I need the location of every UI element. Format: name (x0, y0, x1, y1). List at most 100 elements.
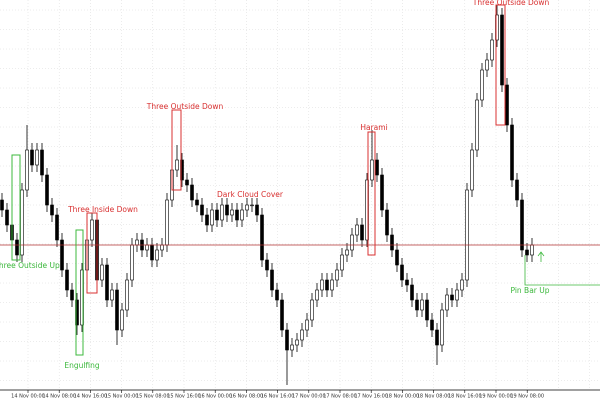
candle-body (500, 14, 504, 86)
candle-body (120, 309, 124, 331)
candle-body (285, 329, 289, 351)
pattern-box (11, 154, 21, 261)
candle-body (380, 174, 384, 211)
candle-body (40, 149, 44, 176)
candle-body (15, 239, 19, 256)
x-tick-label: 16 Nov 08:00 (230, 394, 264, 400)
candle-body (475, 99, 479, 151)
x-tick-label: 17 Nov 08:00 (323, 394, 357, 400)
candle-body (205, 214, 209, 226)
x-tick-label: 14 Nov 00:00 (11, 394, 45, 400)
candle-body (90, 219, 94, 241)
candle-body (175, 159, 179, 171)
x-tick-label: 15 Nov 16:00 (167, 394, 201, 400)
x-tick-label: 17 Nov 16:00 (354, 394, 388, 400)
candle-body (25, 149, 29, 191)
candle-body (145, 244, 149, 251)
candle-body (260, 214, 264, 261)
candle-body (125, 279, 129, 311)
pattern-label: Pin Bar Up (510, 286, 549, 295)
candle-body (280, 299, 284, 331)
candle-body (450, 294, 454, 301)
candle-body (245, 204, 249, 211)
candle-body (470, 149, 474, 191)
candle-body (160, 244, 164, 251)
candle-body (485, 59, 489, 71)
candle-body (465, 189, 469, 281)
candle-body (290, 344, 294, 351)
x-tick-label: 16 Nov 16:00 (261, 394, 295, 400)
x-tick-label: 17 Nov 00:00 (292, 394, 326, 400)
candle-body (50, 204, 54, 216)
x-tick-label: 14 Nov 16:00 (74, 394, 108, 400)
candle-body (430, 319, 434, 331)
candle-body (370, 159, 374, 181)
x-tick-label: 19 Nov 00:00 (479, 394, 513, 400)
x-tick-label: 18 Nov 00:00 (386, 394, 420, 400)
pattern-label: Three Outside Up (0, 261, 60, 270)
candle-body (45, 174, 49, 206)
candle-body (295, 339, 299, 346)
candle-body (390, 234, 394, 251)
x-tick-label: 18 Nov 16:00 (448, 394, 482, 400)
candle-body (215, 209, 219, 221)
candle-body (415, 299, 419, 311)
candle-body (345, 249, 349, 256)
candle-body (350, 234, 354, 251)
candle-body (0, 199, 4, 211)
x-tick-label: 15 Nov 08:00 (136, 394, 170, 400)
candle-body (210, 209, 214, 226)
candle-body (330, 279, 334, 291)
candle-body (220, 204, 224, 221)
candle-body (440, 309, 444, 346)
candle-body (445, 294, 449, 311)
candle-body (310, 299, 314, 321)
pattern-box (367, 131, 376, 256)
candle-body (340, 254, 344, 271)
candle-body (385, 209, 389, 236)
candle-body (225, 204, 229, 216)
candle-body (270, 269, 274, 291)
candle-body (200, 204, 204, 216)
candle-body (100, 264, 104, 281)
candle-body (490, 39, 494, 61)
pin-bar-line (524, 255, 600, 286)
pattern-label: Three Outside Down (472, 0, 550, 7)
candle-body (435, 329, 439, 346)
candle-body (165, 199, 169, 246)
pattern-label: Harami (360, 123, 387, 132)
candle-body (250, 204, 254, 207)
candle-body (70, 289, 74, 301)
candle-body (510, 124, 514, 181)
x-tick-label: 19 Nov 08:00 (510, 394, 544, 400)
candle-body (505, 84, 509, 126)
candle-body (460, 279, 464, 291)
candle-body (190, 184, 194, 201)
pattern-box (495, 4, 506, 126)
candle-body (150, 244, 154, 261)
candle-body (355, 224, 359, 236)
x-tick-label: 18 Nov 08:00 (417, 394, 451, 400)
candle-body (235, 209, 239, 221)
candle-body (240, 209, 244, 221)
pattern-label: Dark Cloud Cover (217, 190, 284, 199)
candle-body (520, 199, 524, 251)
candle-body (230, 209, 234, 216)
candle-body (320, 279, 324, 291)
candle-body (35, 149, 39, 166)
pattern-label: Three Outside Down (146, 102, 224, 111)
candle-body (185, 179, 189, 186)
candle-body (55, 214, 59, 241)
candle-body (400, 264, 404, 281)
candle-body (115, 289, 119, 331)
candle-body (335, 269, 339, 281)
candle-body (65, 269, 69, 291)
candle-body (30, 149, 34, 166)
candle-body (410, 284, 414, 301)
grid (0, 0, 600, 390)
candle-body (515, 179, 519, 201)
candle-body (325, 279, 329, 291)
pin-bar-arrow (537, 251, 545, 262)
